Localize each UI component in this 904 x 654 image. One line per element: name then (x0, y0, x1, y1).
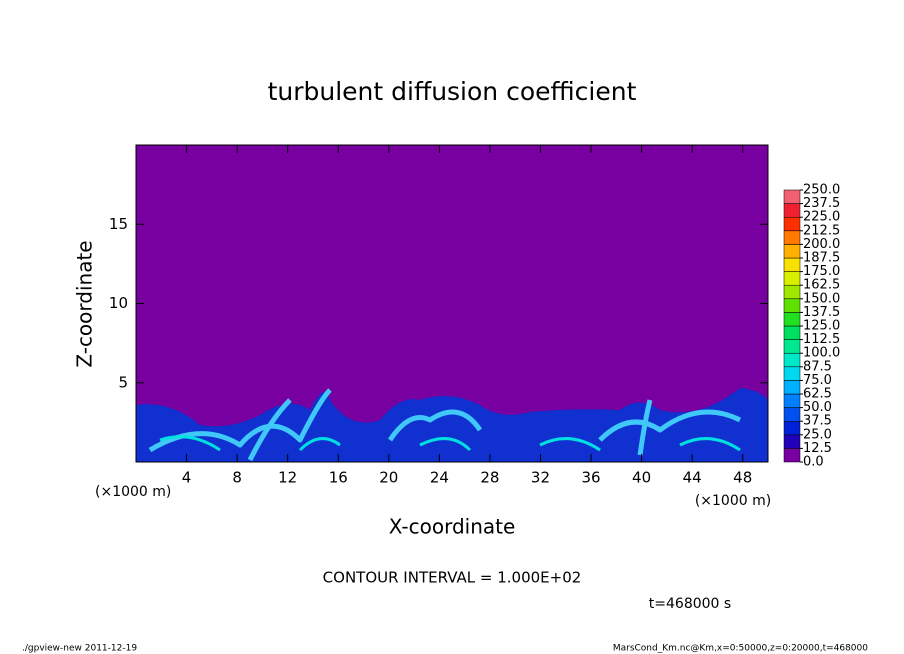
colorbar-label: 175.0 (803, 264, 840, 279)
colorbar-bin (783, 393, 801, 408)
colorbar-bin (783, 257, 801, 272)
colorbar-label: 187.5 (803, 251, 840, 266)
colorbar-bin (783, 434, 801, 449)
x-tick-label: 36 (581, 469, 600, 487)
contour-interval: CONTOUR INTERVAL = 1.000E+02 (323, 569, 582, 587)
colorbar-label: 125.0 (803, 319, 840, 334)
x-tick-label: 16 (329, 469, 348, 487)
colorbar-bin (783, 420, 801, 436)
colorbar-bin (783, 230, 801, 245)
colorbar-label: 112.5 (803, 332, 840, 347)
colorbar-bin (783, 244, 801, 259)
colorbar-label: 200.0 (803, 237, 840, 252)
footer-right: MarsCond_Km.nc@Km,x=0:50000,z=0:20000,t=… (613, 644, 868, 654)
x-unit: (×1000 m) (95, 484, 171, 500)
x-unit: (×1000 m) (695, 493, 771, 509)
colorbar-label: 37.5 (803, 414, 832, 429)
colorbar-label: 237.5 (803, 196, 840, 211)
colorbar-bin (783, 203, 801, 218)
colorbar-bin (783, 325, 801, 340)
field-pattern (136, 388, 768, 462)
x-tick-label: 48 (733, 469, 752, 487)
y-tick-label: 15 (109, 215, 128, 233)
colorbar-label: 75.0 (803, 373, 832, 388)
colorbar-bin (783, 448, 801, 463)
x-tick-label: 28 (480, 469, 499, 487)
colorbar-label: 250.0 (803, 183, 840, 198)
colorbar-label: 137.5 (803, 305, 840, 320)
colorbar-label: 100.0 (803, 346, 840, 361)
x-tick-label: 40 (632, 469, 651, 487)
colorbar-bin (783, 271, 801, 286)
colorbar-bin (783, 339, 801, 354)
x-tick-label: 12 (278, 469, 297, 487)
colorbar-bin (783, 352, 801, 368)
y-axis-label: Z-coordinate (73, 240, 97, 367)
x-tick-label: 32 (531, 469, 550, 487)
colorbar-label: 212.5 (803, 223, 840, 238)
colorbar-bin (783, 380, 801, 395)
x-tick-label: 4 (182, 469, 192, 487)
x-tick-label: 8 (232, 469, 242, 487)
colorbar-bin (783, 312, 801, 327)
y-tick-label: 5 (118, 373, 128, 391)
colorbar-bin (783, 366, 801, 381)
time-label: t=468000 s (649, 596, 731, 612)
x-tick-label: 24 (430, 469, 449, 487)
colorbar-bin (783, 298, 801, 313)
colorbar-label: 162.5 (803, 278, 840, 293)
colorbar-label: 150.0 (803, 291, 840, 306)
colorbar-label: 0.0 (803, 455, 824, 470)
x-axis-label: X-coordinate (389, 515, 516, 539)
colorbar-label: 50.0 (803, 400, 832, 415)
colorbar-bin (783, 284, 801, 300)
colorbar-bin (783, 189, 801, 204)
colorbar-bin (783, 407, 801, 422)
colorbar-label: 12.5 (803, 441, 832, 456)
x-tick-label: 20 (379, 469, 398, 487)
x-tick-label: 44 (683, 469, 702, 487)
colorbar-label: 225.0 (803, 210, 840, 225)
colorbar-label: 87.5 (803, 359, 832, 374)
footer-left: ./gpview-new 2011-12-19 (22, 644, 137, 654)
colorbar-label: 62.5 (803, 387, 832, 402)
y-tick-label: 10 (109, 294, 128, 312)
chart-title: turbulent diffusion coefficient (268, 77, 637, 106)
colorbar-bin (783, 216, 801, 232)
colorbar-label: 25.0 (803, 427, 832, 442)
